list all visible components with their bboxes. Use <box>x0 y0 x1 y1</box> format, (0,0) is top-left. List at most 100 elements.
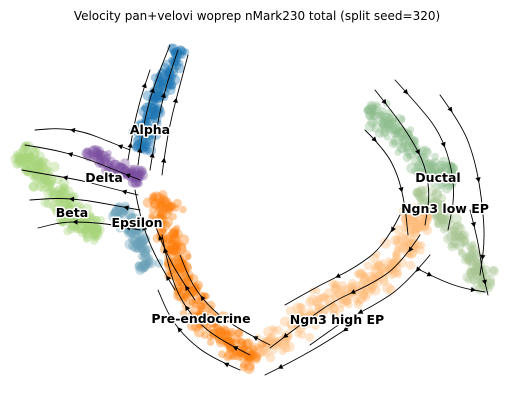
cell-point <box>130 167 142 179</box>
streamline <box>134 189 176 291</box>
cell-point <box>87 212 96 221</box>
cell-point <box>45 167 53 176</box>
cell-point <box>33 163 40 171</box>
cell-point <box>134 171 142 179</box>
velocity-arrow <box>415 149 420 155</box>
cell-point <box>140 259 150 269</box>
cell-point <box>278 346 287 356</box>
cell-point <box>149 111 159 121</box>
cell-point <box>198 311 210 323</box>
cell-point <box>187 320 198 332</box>
cell-point <box>146 253 153 261</box>
cell-point <box>330 281 338 289</box>
cell-point <box>70 208 78 216</box>
cell-point <box>212 323 222 332</box>
cell-point <box>142 244 152 255</box>
cell-point <box>108 210 120 222</box>
cell-point <box>124 238 136 250</box>
cell-point <box>124 207 135 219</box>
velocity-arrow <box>252 336 259 341</box>
cell-point <box>393 224 404 235</box>
cell-point <box>416 225 424 232</box>
cell-point <box>100 157 110 166</box>
cell-point <box>28 181 39 192</box>
cell-point <box>404 250 412 258</box>
cell-point <box>223 331 233 341</box>
cell-point <box>439 225 449 234</box>
cell-point <box>261 345 269 352</box>
cell-point <box>416 213 426 223</box>
cell-point <box>427 165 436 175</box>
cell-point <box>234 328 243 337</box>
cell-point <box>153 78 163 89</box>
cell-point <box>15 153 26 164</box>
cell-point <box>180 249 192 261</box>
cell-point <box>154 192 165 204</box>
cell-point <box>416 200 428 211</box>
cell-point <box>49 161 60 172</box>
cell-point <box>437 193 447 203</box>
cell-point <box>426 161 435 170</box>
cell-point <box>126 212 136 222</box>
cell-point <box>13 151 24 163</box>
cell-point <box>63 201 73 212</box>
cell-point <box>157 201 165 209</box>
cell-point <box>327 303 339 314</box>
cell-point <box>467 270 479 281</box>
cell-point <box>253 347 264 359</box>
velocity-arrow <box>121 189 128 195</box>
cell-point <box>343 298 351 306</box>
cell-point <box>21 141 30 150</box>
cell-point <box>248 342 259 352</box>
cell-point <box>407 224 417 234</box>
cell-point <box>397 257 407 268</box>
cell-point <box>236 337 247 348</box>
cell-point <box>116 212 128 223</box>
cell-point <box>154 201 166 212</box>
cell-point <box>145 257 156 269</box>
cell-point <box>137 263 145 271</box>
cell-point <box>55 194 66 204</box>
cell-point <box>389 117 397 126</box>
cell-point <box>67 213 75 221</box>
cell-point <box>157 76 165 83</box>
velocity-arrow <box>185 285 191 292</box>
cell-point <box>238 352 249 363</box>
cell-point <box>466 251 477 262</box>
cell-point <box>15 158 25 168</box>
cell-point <box>166 201 177 212</box>
cell-point <box>462 252 472 262</box>
velocity-arrow <box>123 205 129 211</box>
cell-point <box>465 257 473 264</box>
cell-point <box>256 344 265 352</box>
cell-point <box>405 140 413 148</box>
cell-point <box>193 314 201 322</box>
cell-point <box>381 263 391 273</box>
cell-point <box>283 341 295 353</box>
cell-point <box>261 337 272 348</box>
cell-point <box>140 145 147 152</box>
cell-point <box>58 190 67 199</box>
velocity-arrow <box>402 88 409 95</box>
cell-point <box>353 270 361 278</box>
cell-point <box>193 326 205 338</box>
cell-point <box>135 171 146 181</box>
cluster-points-ductal <box>363 99 459 194</box>
cell-point <box>436 169 447 180</box>
cell-point <box>362 285 374 297</box>
cell-point <box>429 197 438 206</box>
streamline <box>157 289 241 371</box>
cell-point <box>425 167 436 178</box>
cell-point <box>89 231 100 242</box>
cell-point <box>369 111 379 121</box>
cell-point <box>222 336 233 347</box>
cell-point <box>406 126 415 134</box>
cell-point <box>121 208 129 216</box>
cell-point <box>279 316 291 327</box>
cell-point <box>48 190 59 201</box>
cell-point <box>129 170 137 177</box>
cell-point <box>63 210 75 221</box>
cell-point <box>214 314 222 321</box>
cell-point <box>392 252 400 260</box>
cell-point <box>23 141 35 152</box>
